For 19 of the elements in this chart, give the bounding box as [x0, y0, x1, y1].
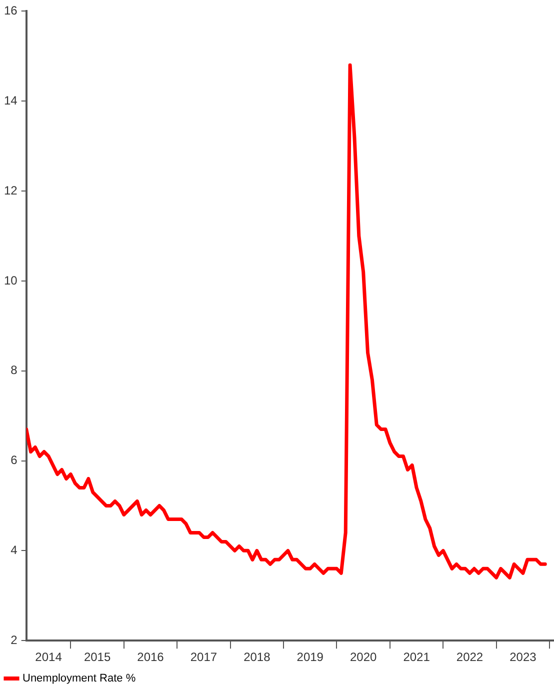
- x-tick-label: 2015: [84, 650, 111, 664]
- legend-label: Unemployment Rate %: [22, 672, 136, 685]
- y-tick-label: 16: [4, 4, 18, 18]
- x-tick-label: 2020: [350, 650, 378, 664]
- y-tick-label: 8: [10, 363, 18, 378]
- y-tick-label: 14: [4, 93, 18, 108]
- y-tick-label: 4: [10, 543, 18, 557]
- x-tick-label: 2022: [456, 650, 484, 664]
- x-tick-label: 2014: [35, 650, 62, 664]
- x-tick-label: 2019: [296, 650, 324, 664]
- y-tick-label: 6: [10, 453, 18, 468]
- x-tick-label: 2016: [137, 650, 164, 664]
- x-tick-label: 2018: [244, 650, 271, 664]
- y-tick-label: 2: [10, 632, 18, 647]
- y-tick-label: 10: [4, 273, 18, 288]
- y-tick-label: 12: [4, 183, 18, 198]
- x-tick-label: 2021: [403, 650, 430, 664]
- x-tick-label: 2017: [190, 650, 218, 664]
- x-tick-label: 2023: [510, 650, 537, 664]
